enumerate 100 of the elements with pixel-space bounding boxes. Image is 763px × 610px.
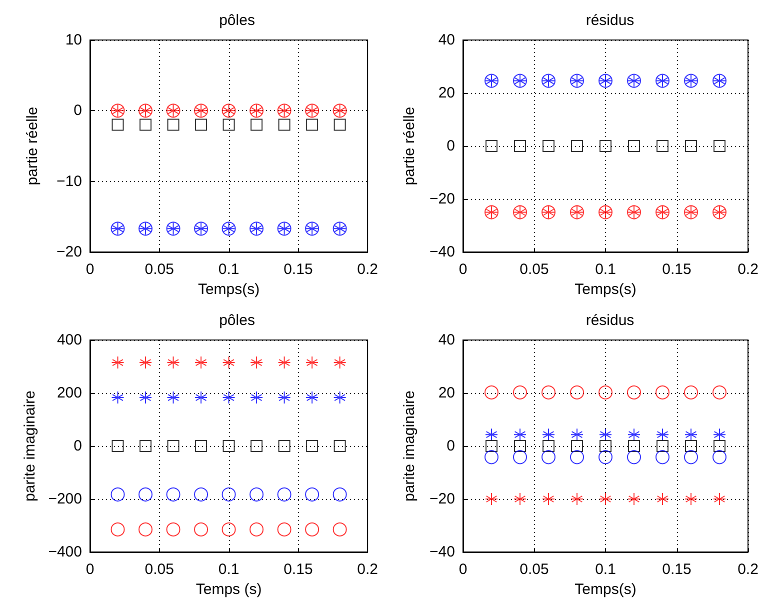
x-tick-label: 0.2 — [357, 561, 378, 578]
point — [194, 391, 208, 404]
y-tick-label: −40 — [430, 544, 455, 560]
point — [628, 428, 640, 442]
point — [140, 118, 152, 131]
point — [111, 391, 124, 404]
point — [600, 440, 612, 452]
y-axis-title: parite imaginaire — [401, 390, 418, 502]
x-tick-label: 0 — [86, 261, 94, 278]
point — [713, 492, 726, 506]
point — [656, 385, 670, 400]
point — [713, 428, 726, 442]
point — [250, 488, 264, 502]
point — [598, 450, 612, 464]
point — [628, 140, 640, 152]
x-tick-label: 0.05 — [144, 561, 174, 578]
point — [684, 450, 698, 464]
y-tick-label: 20 — [438, 384, 455, 402]
point — [111, 356, 124, 370]
y-tick-label: 10 — [65, 32, 82, 48]
point — [167, 440, 180, 452]
x-axis-title: Temps(s) — [574, 580, 636, 598]
point — [166, 356, 180, 370]
point — [194, 356, 208, 370]
point — [571, 140, 583, 152]
x-tick-label: 0.2 — [357, 261, 378, 278]
point — [714, 440, 726, 452]
point — [684, 492, 698, 506]
x-tick-label: 0 — [86, 561, 94, 578]
point — [542, 440, 554, 452]
point — [222, 488, 236, 502]
point — [333, 356, 346, 370]
point — [306, 118, 318, 131]
point — [600, 140, 612, 152]
x-tick-label: 0 — [458, 261, 468, 278]
point — [277, 522, 292, 536]
point — [278, 118, 290, 131]
point — [306, 440, 318, 452]
point — [332, 488, 347, 502]
point — [599, 428, 612, 442]
x-axis-title: Temps(s) — [574, 280, 636, 298]
y-tick-label: −200 — [48, 490, 82, 508]
point — [110, 522, 125, 536]
y-tick-label: 0 — [446, 138, 455, 154]
point — [656, 450, 670, 464]
point — [513, 385, 527, 400]
x-tick-label: 0.2 — [738, 561, 758, 578]
y-tick-label: −10 — [56, 172, 82, 190]
x-tick-label: 0.15 — [662, 561, 692, 578]
point — [486, 440, 498, 452]
y-tick-label: −40 — [430, 244, 455, 260]
point — [484, 385, 498, 400]
point — [542, 450, 556, 464]
y-tick-label: 0 — [74, 438, 82, 454]
point — [166, 391, 180, 404]
x-axis-title: Temps(s) — [198, 280, 260, 298]
point — [250, 440, 263, 452]
point — [599, 492, 612, 506]
chart-title: pôles — [219, 12, 255, 29]
point — [138, 488, 153, 502]
point — [571, 440, 583, 452]
point — [684, 428, 698, 442]
point — [138, 522, 153, 536]
point — [542, 428, 555, 442]
point — [222, 440, 235, 452]
point — [628, 492, 640, 506]
point — [542, 140, 554, 152]
x-tick-label: 0 — [458, 561, 468, 578]
x-tick-label: 0.15 — [662, 261, 692, 278]
point — [570, 450, 584, 464]
x-tick-label: 0.1 — [218, 561, 240, 578]
y-tick-label: 40 — [438, 32, 455, 48]
point — [222, 391, 236, 404]
point — [685, 140, 697, 152]
point — [656, 440, 668, 452]
point — [485, 492, 498, 506]
y-tick-label: 20 — [438, 84, 455, 102]
point — [656, 428, 669, 442]
x-tick-label: 0.1 — [595, 261, 616, 278]
y-axis-title: partie réelle — [24, 106, 41, 186]
y-tick-label: −20 — [56, 244, 82, 260]
point — [627, 385, 641, 400]
point — [598, 385, 612, 400]
point — [627, 450, 641, 464]
y-tick-label: −400 — [48, 544, 82, 560]
x-tick-label: 0.1 — [218, 261, 240, 278]
point — [514, 492, 526, 506]
point — [278, 391, 291, 404]
point — [484, 450, 498, 464]
point — [194, 522, 208, 536]
point — [485, 428, 498, 442]
point — [514, 428, 526, 442]
y-tick-label: −20 — [430, 190, 455, 208]
point — [277, 488, 292, 502]
point — [333, 391, 346, 404]
x-tick-label: 0.05 — [144, 261, 174, 278]
chart-title: résidus — [586, 312, 634, 329]
x-axis-title: Temps (s) — [196, 580, 262, 598]
point — [222, 118, 235, 131]
point — [306, 391, 319, 404]
